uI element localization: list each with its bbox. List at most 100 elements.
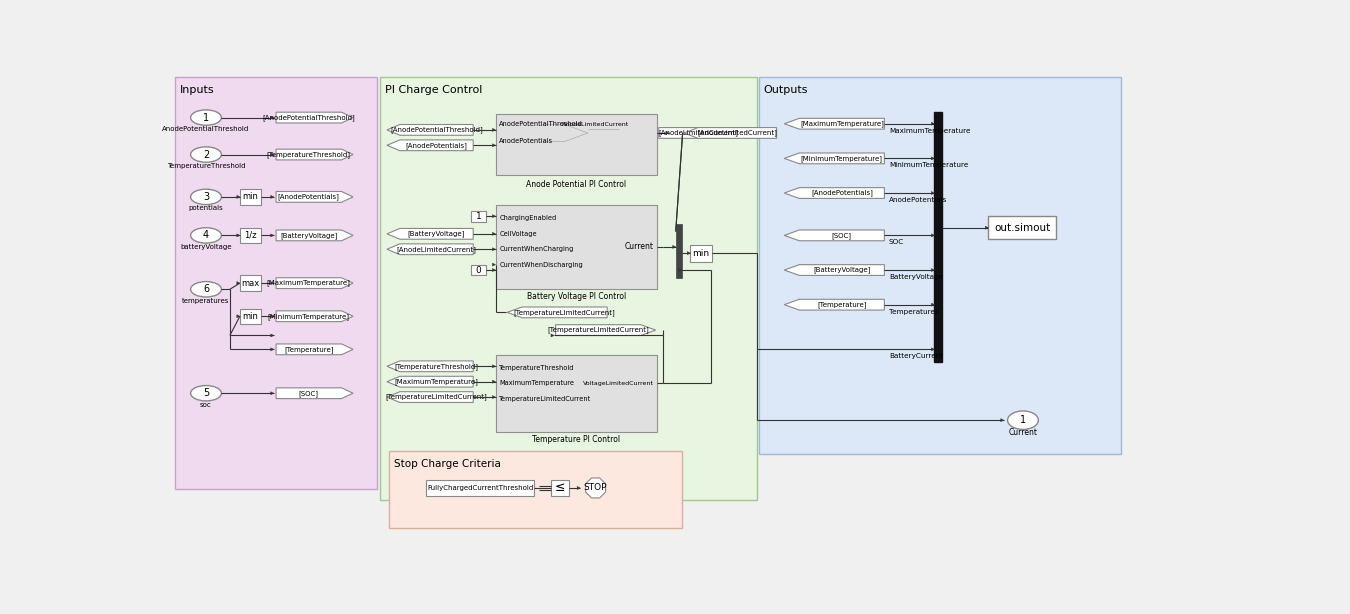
Polygon shape: [275, 344, 354, 355]
Text: 0: 0: [475, 265, 482, 274]
Ellipse shape: [190, 386, 221, 401]
Polygon shape: [493, 380, 495, 383]
Polygon shape: [387, 228, 474, 239]
Text: Outputs: Outputs: [764, 85, 809, 95]
Text: Anode Potential PI Control: Anode Potential PI Control: [526, 181, 626, 189]
Text: MaximumTemperature: MaximumTemperature: [890, 128, 971, 134]
Polygon shape: [556, 325, 656, 335]
Text: 1: 1: [475, 212, 482, 220]
Polygon shape: [387, 244, 474, 255]
Text: [MaximumTemperature]: [MaximumTemperature]: [801, 120, 884, 127]
Text: [BatteryVoltage]: [BatteryVoltage]: [813, 266, 871, 273]
Text: MaximumTemperature: MaximumTemperature: [500, 380, 574, 386]
Text: PI Charge Control: PI Charge Control: [385, 85, 482, 95]
Bar: [240, 276, 262, 291]
Bar: [676, 224, 682, 278]
Polygon shape: [275, 278, 354, 289]
Text: batteryVoltage: batteryVoltage: [181, 244, 232, 250]
Bar: [988, 216, 1056, 239]
Text: AnodePotentialThreshold: AnodePotentialThreshold: [162, 126, 250, 132]
Text: VoltageLimitedCurrent: VoltageLimitedCurrent: [582, 381, 653, 386]
Text: AnodePotentialThreshold: AnodePotentialThreshold: [500, 122, 583, 128]
Polygon shape: [271, 392, 274, 395]
Polygon shape: [387, 140, 474, 150]
Text: Battery Voltage PI Control: Battery Voltage PI Control: [526, 292, 626, 301]
Polygon shape: [684, 128, 776, 138]
Polygon shape: [687, 252, 690, 255]
Bar: [240, 308, 262, 324]
Text: ChargingEnabled: ChargingEnabled: [500, 215, 556, 220]
Ellipse shape: [1007, 411, 1038, 429]
Bar: [471, 265, 486, 276]
Polygon shape: [275, 311, 354, 322]
Polygon shape: [275, 149, 354, 160]
Polygon shape: [931, 192, 934, 195]
Text: [AnodePotentials]: [AnodePotentials]: [811, 190, 872, 196]
Polygon shape: [493, 144, 495, 147]
Bar: [495, 355, 657, 432]
Polygon shape: [931, 234, 934, 237]
Polygon shape: [493, 365, 495, 368]
Text: 4: 4: [202, 230, 209, 240]
Polygon shape: [271, 195, 274, 198]
Text: [TemperatureLimitedCurrent]: [TemperatureLimitedCurrent]: [514, 309, 616, 316]
Bar: [495, 114, 657, 176]
Polygon shape: [931, 268, 934, 271]
Text: Current: Current: [1008, 428, 1037, 437]
Text: MinimumTemperature: MinimumTemperature: [890, 162, 968, 168]
Polygon shape: [508, 307, 608, 318]
Polygon shape: [784, 188, 884, 198]
Polygon shape: [275, 230, 354, 241]
Text: 1/z: 1/z: [244, 231, 256, 240]
Text: STOP: STOP: [583, 483, 608, 492]
Text: [MinimumTemperature]: [MinimumTemperature]: [267, 313, 350, 320]
Bar: [176, 77, 377, 489]
Ellipse shape: [190, 110, 221, 125]
Bar: [427, 480, 535, 495]
Polygon shape: [551, 334, 554, 337]
Polygon shape: [387, 392, 474, 402]
Polygon shape: [275, 192, 354, 202]
Polygon shape: [493, 247, 495, 251]
Text: [TemperatureThreshold]: [TemperatureThreshold]: [394, 363, 478, 370]
Bar: [759, 77, 1120, 454]
Text: [AnodePotentialThreshold]: [AnodePotentialThreshold]: [262, 114, 355, 121]
Polygon shape: [271, 315, 274, 318]
Text: TemperatureLimitedCurrent: TemperatureLimitedCurrent: [500, 395, 591, 402]
Text: Temperature PI Control: Temperature PI Control: [532, 435, 621, 444]
Bar: [381, 77, 757, 500]
Text: [AnodeLimitedCurrent]: [AnodeLimitedCurrent]: [698, 130, 778, 136]
Text: [Temperature]: [Temperature]: [284, 346, 333, 352]
Text: TemperatureThreshold: TemperatureThreshold: [167, 163, 246, 169]
Text: CurrentWhenCharging: CurrentWhenCharging: [500, 246, 574, 252]
Text: temperatures: temperatures: [182, 298, 230, 304]
Text: [AnodePotentials]: [AnodePotentials]: [278, 193, 340, 200]
Polygon shape: [931, 157, 934, 160]
Text: SOC: SOC: [890, 239, 905, 246]
Text: 3: 3: [202, 192, 209, 202]
Polygon shape: [236, 282, 240, 285]
Text: AnodeLimitedCurrent: AnodeLimitedCurrent: [562, 122, 629, 127]
Polygon shape: [931, 122, 934, 125]
Bar: [389, 451, 682, 528]
Polygon shape: [493, 268, 495, 271]
Text: [SOC]: [SOC]: [832, 232, 852, 239]
Text: AnodePotentials: AnodePotentials: [500, 138, 554, 144]
Polygon shape: [271, 348, 274, 351]
Polygon shape: [271, 282, 274, 285]
Text: [AnodeLimitedCurrent]: [AnodeLimitedCurrent]: [397, 246, 477, 252]
Text: BatteryCurrent: BatteryCurrent: [890, 353, 944, 359]
Text: soc: soc: [200, 402, 212, 408]
Polygon shape: [493, 263, 495, 266]
Ellipse shape: [190, 228, 221, 243]
Text: ≤: ≤: [555, 481, 566, 494]
Ellipse shape: [190, 147, 221, 162]
Text: [AnodePotentials]: [AnodePotentials]: [405, 142, 467, 149]
Polygon shape: [493, 395, 495, 398]
Text: 5: 5: [202, 388, 209, 398]
Text: [TemperatureLimitedCurrent]: [TemperatureLimitedCurrent]: [547, 327, 649, 333]
Polygon shape: [1000, 419, 1003, 422]
Text: min: min: [693, 249, 710, 258]
Polygon shape: [986, 226, 988, 229]
Text: CellVoltage: CellVoltage: [500, 231, 537, 237]
